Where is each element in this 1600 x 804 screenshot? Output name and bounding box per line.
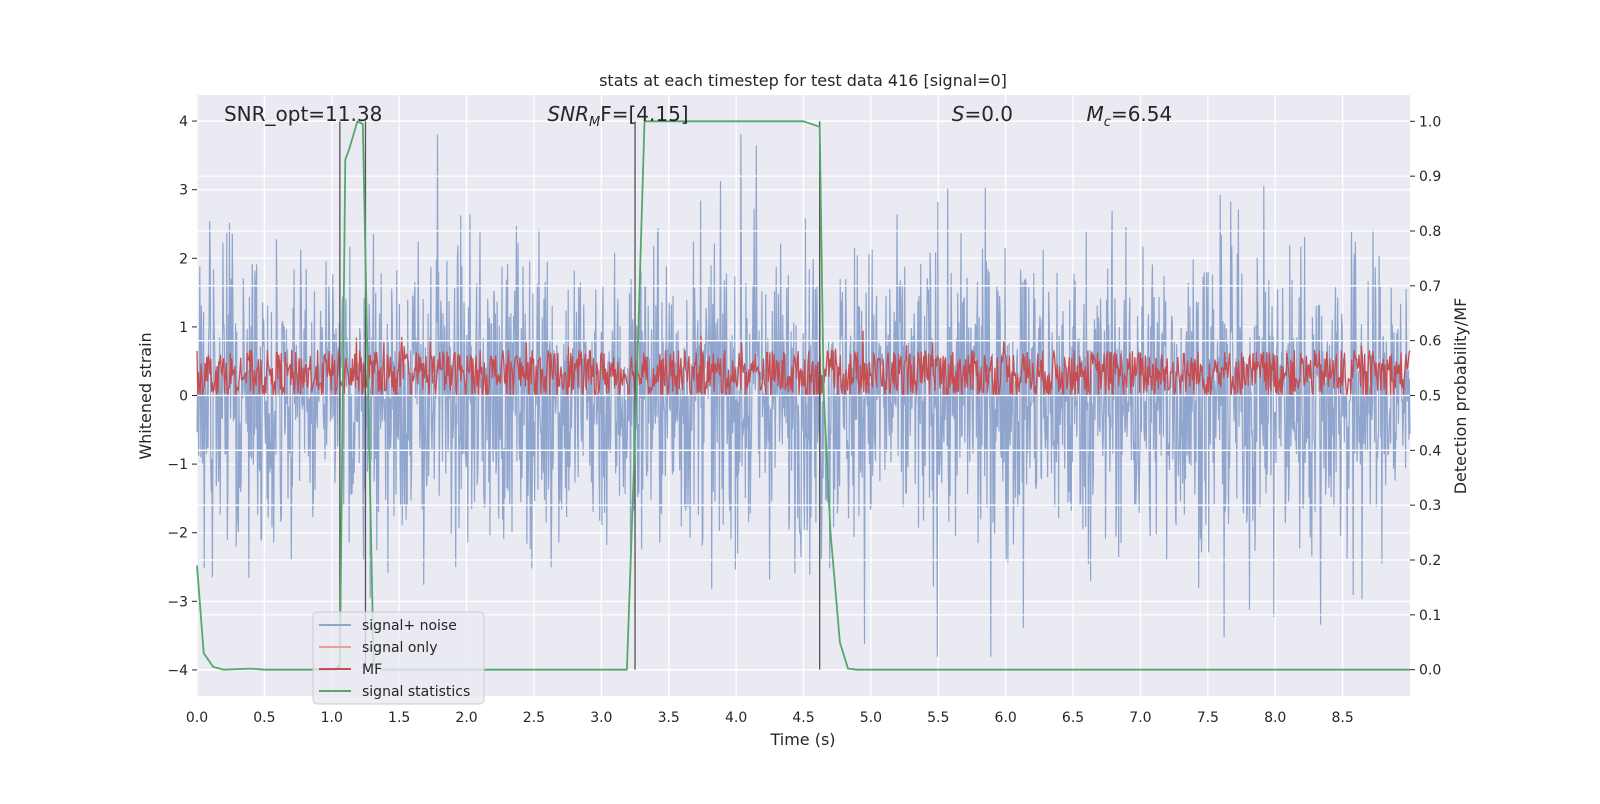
x-tick-label: 7.0: [1129, 710, 1151, 726]
annotation-main: SNR: [547, 102, 589, 126]
y-tick-label-right: 0.2: [1419, 553, 1441, 569]
y-tick-label-right: 0.5: [1419, 389, 1441, 405]
legend-label: MF: [362, 662, 382, 678]
y-tick-label-right: 0.3: [1419, 498, 1441, 514]
x-tick-label: 6.0: [995, 710, 1017, 726]
y-tick-label-left: 0: [179, 389, 188, 405]
y-axis-label-right: Detection probability/MF: [1451, 298, 1470, 495]
annotation-subscript: c: [1104, 115, 1111, 130]
x-tick-label: 2.0: [455, 710, 477, 726]
vline-layer: [339, 121, 821, 670]
legend-label: signal+ noise: [362, 618, 457, 634]
chart-title: stats at each timestep for test data 416…: [599, 71, 1007, 90]
annotation-suffix: =6.54: [1111, 102, 1172, 126]
y-tick-label-right: 0.7: [1419, 279, 1441, 295]
tick-layer: 0.0 0.5 1.0 1.5 2.0 2.5 3.0 3.5 4.0 4.5 5.0 5.5 6.0 6…: [167, 114, 1441, 726]
x-tick-label: 4.5: [792, 710, 814, 726]
annotation-text: Mc=6.54: [1087, 102, 1173, 130]
annotation-main: M: [1087, 102, 1104, 126]
series-mf-line: [196, 330, 1411, 397]
x-tick-label: 3.5: [658, 710, 680, 726]
x-tick-label: 6.5: [1062, 710, 1084, 726]
annotation-main: S: [952, 102, 965, 126]
legend-label: signal statistics: [362, 684, 470, 700]
annotation-layer: SNR_opt=11.38 SNRMF=[4.15] S=0.0 Mc=6.54: [224, 102, 1172, 130]
noise-series-layer: [196, 134, 1411, 657]
y-tick-label-right: 0.8: [1419, 224, 1441, 240]
y-tick-label-left: −4: [167, 663, 188, 679]
annotation-suffix: =0.0: [964, 102, 1013, 126]
annotation-text: SNR_opt=11.38: [224, 102, 382, 126]
mf-series-layer: [196, 330, 1411, 397]
x-tick-label: 8.5: [1331, 710, 1353, 726]
y-tick-label-left: −2: [167, 526, 188, 542]
legend-label: signal only: [362, 640, 437, 656]
x-tick-label: 4.0: [725, 710, 747, 726]
x-axis-label: Time (s): [769, 730, 835, 749]
annotation-text: S=0.0: [952, 102, 1013, 126]
y-tick-label-right: 0.9: [1419, 169, 1441, 185]
x-tick-label: 2.5: [523, 710, 545, 726]
chart-legend: signal+ noise signal only MF signal statist…: [312, 611, 485, 705]
y-tick-label-left: −1: [167, 457, 188, 473]
y-tick-label-left: 3: [179, 183, 188, 199]
y-tick-label-left: 1: [179, 320, 188, 336]
legend-box: [312, 611, 485, 705]
y-tick-label-left: 4: [179, 114, 188, 130]
x-tick-label: 3.0: [590, 710, 612, 726]
y-tick-label-right: 0.0: [1419, 663, 1441, 679]
x-tick-label: 8.0: [1264, 710, 1286, 726]
x-tick-label: 0.0: [186, 710, 208, 726]
series-signal-noise-line: [196, 134, 1411, 657]
x-tick-label: 5.5: [927, 710, 949, 726]
annotation-text: SNRMF=[4.15]: [547, 102, 688, 130]
annotation-subscript: M: [589, 115, 600, 130]
y-axis-label-left: Whitened strain: [136, 332, 155, 459]
y-tick-label-right: 0.1: [1419, 608, 1441, 624]
y-tick-label-right: 0.4: [1419, 443, 1441, 459]
x-tick-label: 0.5: [253, 710, 275, 726]
y-tick-label-left: −3: [167, 594, 188, 610]
annotation-main: SNR_opt=11.38: [224, 102, 382, 126]
x-tick-label: 5.0: [860, 710, 882, 726]
x-tick-label: 7.5: [1197, 710, 1219, 726]
annotation-suffix: F=[4.15]: [600, 102, 688, 126]
y-tick-label-left: 2: [179, 251, 188, 267]
y-tick-label-right: 0.6: [1419, 334, 1441, 350]
x-tick-label: 1.0: [321, 710, 343, 726]
x-tick-label: 1.5: [388, 710, 410, 726]
y-tick-label-right: 1.0: [1419, 114, 1441, 130]
